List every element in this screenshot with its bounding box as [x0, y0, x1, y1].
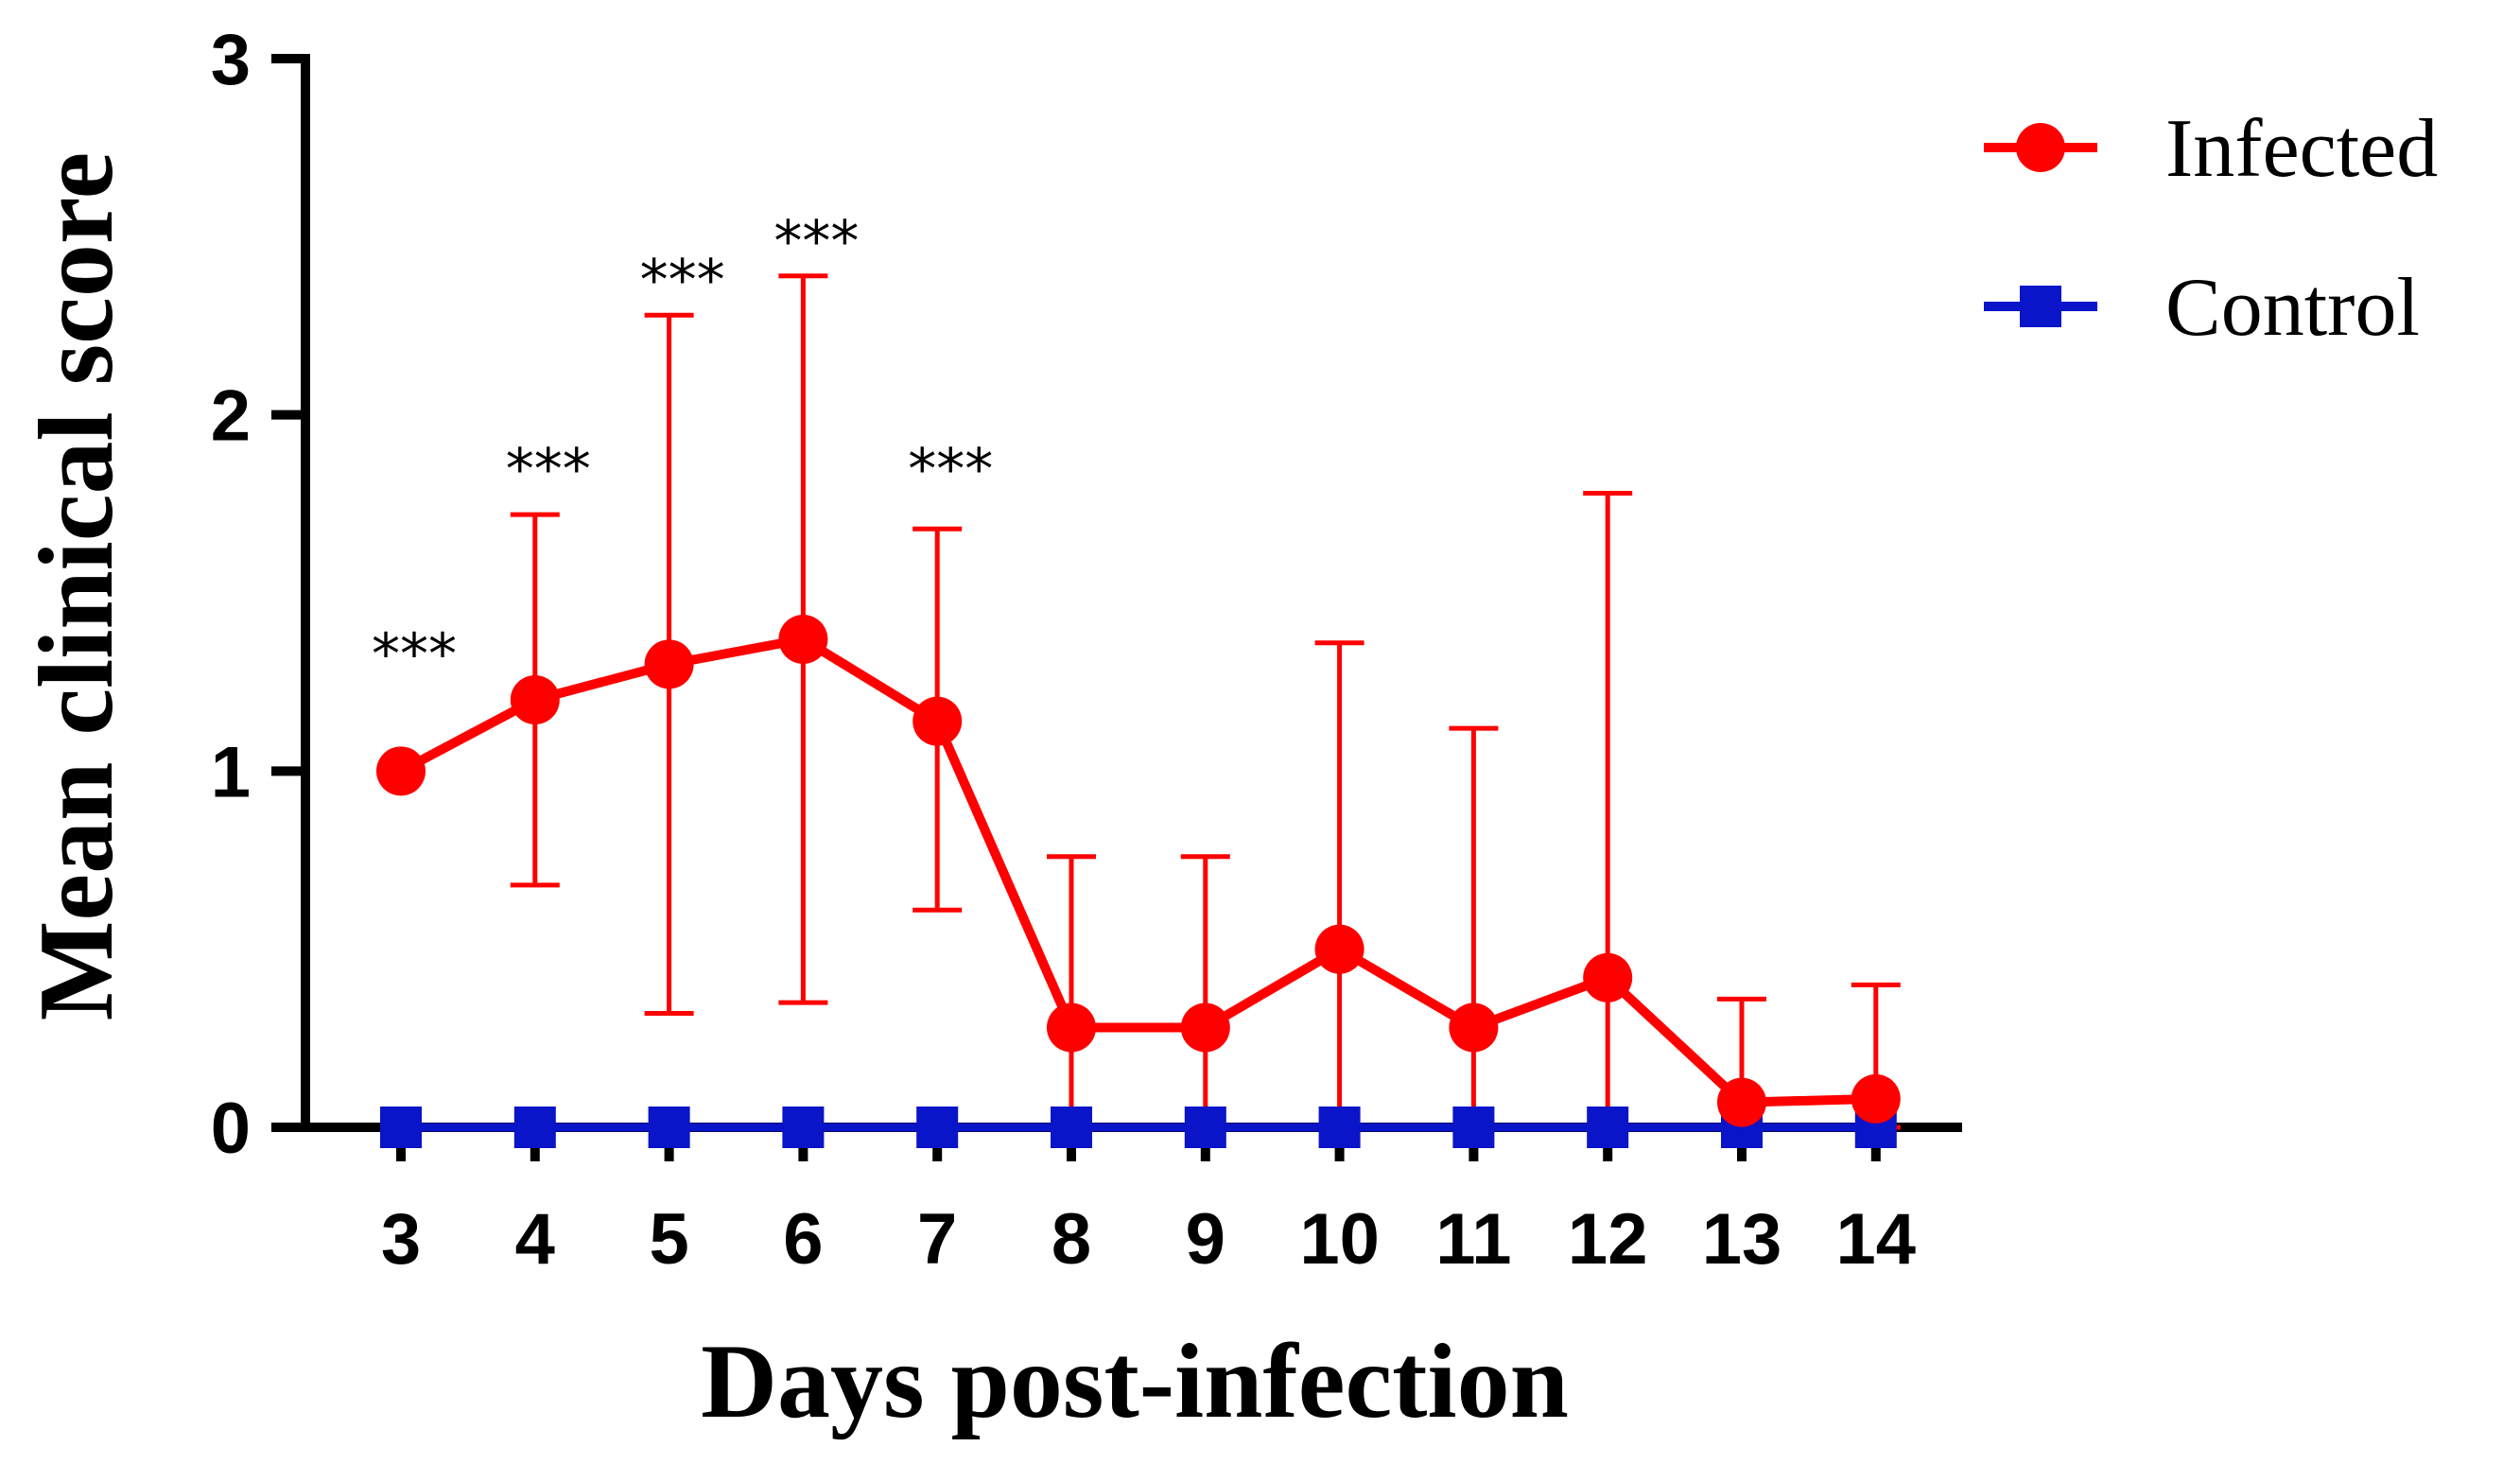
infected-point — [1047, 1002, 1096, 1053]
infected-point — [644, 639, 694, 689]
infected-point — [1180, 1002, 1230, 1053]
y-tick-label: 0 — [211, 1089, 251, 1169]
control-point — [380, 1107, 422, 1148]
control-point — [648, 1107, 690, 1148]
x-ticks: 3 4 5 6 7 8 9 10 11 12 13 14 — [381, 1127, 1916, 1280]
significance-label: *** — [908, 436, 993, 502]
significance-label: *** — [372, 621, 457, 688]
x-tick-label: 3 — [381, 1199, 421, 1280]
x-tick-label: 13 — [1702, 1199, 1782, 1280]
infected-point — [1314, 924, 1364, 974]
axes — [301, 54, 1962, 1132]
x-tick-label: 10 — [1299, 1199, 1380, 1280]
series-layer — [376, 273, 1901, 1148]
infected-point — [1583, 952, 1633, 1002]
series-infected — [376, 614, 1901, 1127]
legend-item-infected: Infected — [1984, 103, 2438, 195]
x-tick-label: 14 — [1836, 1199, 1917, 1280]
legend-marker-square — [2020, 286, 2061, 327]
x-tick-label: 4 — [515, 1199, 555, 1280]
y-axis-title: Mean clinical score — [18, 152, 135, 1021]
y-tick-label: 1 — [211, 732, 251, 812]
x-tick-label: 11 — [1435, 1199, 1511, 1280]
legend-marker-circle — [2016, 123, 2065, 172]
infected-point — [376, 746, 426, 796]
legend-label: Infected — [2165, 103, 2438, 195]
legend-item-control: Control — [1984, 262, 2420, 354]
y-tick-label: 3 — [211, 20, 251, 100]
infected-line — [398, 634, 1876, 1107]
significance-annotations: *** *** *** *** *** — [372, 208, 993, 688]
infected-point — [912, 696, 963, 746]
infected-error-bars — [510, 273, 1901, 1130]
control-point — [1318, 1107, 1361, 1148]
significance-label: *** — [506, 436, 591, 502]
x-tick-label: 8 — [1051, 1199, 1091, 1280]
control-point — [916, 1107, 959, 1148]
legend: Infected Control — [1984, 103, 2438, 354]
x-tick-label: 7 — [917, 1199, 957, 1280]
x-axis-title: Days post-infection — [701, 1323, 1569, 1440]
significance-label: *** — [640, 248, 725, 314]
y-ticks: 0 1 2 3 — [211, 20, 305, 1169]
infected-point — [1717, 1077, 1766, 1127]
infected-point — [778, 614, 828, 664]
control-point — [1452, 1107, 1495, 1148]
infected-point — [510, 675, 560, 724]
control-point — [1051, 1107, 1092, 1148]
significance-label: *** — [773, 208, 859, 274]
control-point — [1184, 1107, 1226, 1148]
y-tick-label: 2 — [211, 376, 251, 457]
series-control — [380, 1107, 1897, 1148]
control-point — [513, 1107, 556, 1148]
x-tick-label: 5 — [649, 1199, 688, 1280]
control-point — [1587, 1107, 1629, 1148]
infected-point — [1851, 1073, 1901, 1124]
x-tick-label: 12 — [1568, 1199, 1648, 1280]
x-tick-label: 6 — [783, 1199, 823, 1280]
x-tick-label: 9 — [1186, 1199, 1225, 1280]
control-point — [782, 1107, 825, 1148]
legend-label: Control — [2165, 262, 2420, 354]
infected-point — [1449, 1002, 1499, 1053]
